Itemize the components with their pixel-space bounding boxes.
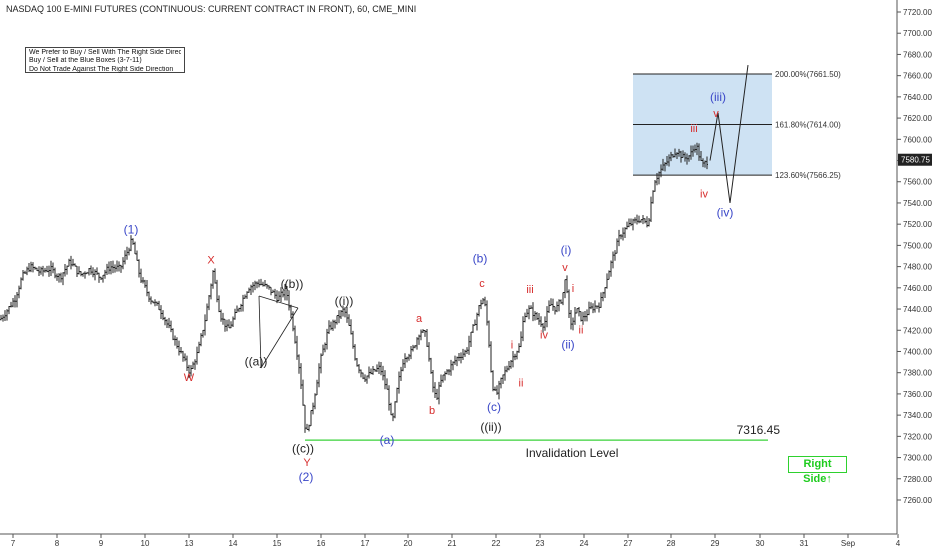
wave-label: ((a)) [245, 354, 268, 368]
last-price-tag [898, 153, 932, 166]
blue-box-zone: 200.00%(7661.50) 161.80%(7614.00) 123.60%(… [633, 70, 841, 180]
candles [0, 142, 708, 433]
x-tick-label: 22 [492, 539, 501, 548]
wave-label: ((ii)) [480, 420, 501, 434]
wave-label: W [184, 372, 195, 384]
right-side-badge: Right Side↑ [788, 456, 847, 485]
wave-label: ii [519, 377, 524, 389]
y-tick-label: 7720.00 [903, 8, 932, 17]
y-tick-label: 7660.00 [903, 72, 932, 81]
y-tick-label: 7260.00 [903, 496, 932, 505]
wave-label: iii [690, 123, 697, 135]
y-tick-label: 7620.00 [903, 114, 932, 123]
y-tick-label: 7500.00 [903, 241, 932, 250]
y-tick-label: 7700.00 [903, 29, 932, 38]
wave-label: i [511, 339, 513, 351]
x-tick-label: 21 [448, 539, 457, 548]
x-tick-label: 13 [185, 539, 194, 548]
x-tick-label: 17 [361, 539, 370, 548]
triangle-line [258, 295, 299, 309]
right-side-label: Right Side [803, 458, 832, 485]
x-tick-label: 15 [273, 539, 282, 548]
chart-title: NASDAQ 100 E-MINI FUTURES (CONTINUOUS: C… [6, 4, 416, 14]
y-tick-label: 7400.00 [903, 347, 932, 356]
legend-note-line: We Prefer to Buy / Sell With The Right S… [29, 49, 181, 56]
y-tick-label: 7360.00 [903, 390, 932, 399]
y-tick-label: 7380.00 [903, 369, 932, 378]
wave-label: v [562, 262, 568, 274]
x-tick-label: Sep [841, 539, 856, 548]
x-tick-label: 14 [229, 539, 238, 548]
wave-label: i [572, 283, 574, 295]
x-tick-label: 10 [141, 539, 150, 548]
overlays: 7316.45 Invalidation Level [258, 64, 781, 460]
wave-label: ((c)) [292, 441, 314, 455]
y-tick-label: 7300.00 [903, 454, 932, 463]
y-tick-label: 7460.00 [903, 284, 932, 293]
fib-label: 123.60%(7566.25) [775, 171, 841, 180]
x-tick-label: 30 [756, 539, 765, 548]
wave-label: iv [700, 189, 708, 201]
wave-labels: (1) X W ((a)) ((b)) ((i)) ((c)) Y(2) (a) a b (b) c (c… [124, 90, 734, 484]
wave-label: (1) [124, 223, 139, 237]
wave-label: (iii) [710, 90, 726, 104]
wave-label: ((i)) [335, 294, 354, 308]
wave-label: ii [579, 324, 584, 336]
y-tick-label: 7320.00 [903, 432, 932, 441]
wave-label: b [429, 405, 435, 417]
y-tick-label: 7340.00 [903, 411, 932, 420]
x-tick-label: 24 [580, 539, 589, 548]
wave-label: (b) [473, 251, 488, 265]
invalidation-label: Invalidation Level [526, 446, 619, 460]
x-tick-label: 23 [536, 539, 545, 548]
x-tick-label: 28 [667, 539, 676, 548]
wave-label: (2) [299, 470, 314, 484]
fib-label: 200.00%(7661.50) [775, 70, 841, 79]
x-tick-label: 9 [99, 539, 104, 548]
legend-note-line: Do Not Trade Against The Right Side Dire… [29, 65, 174, 73]
x-tick-label: 7 [11, 539, 16, 548]
y-tick-label: 7480.00 [903, 263, 932, 272]
wave-label: (a) [380, 433, 395, 447]
legend-note-line: Buy / Sell at the Blue Boxes (3-7-11) [29, 57, 142, 65]
wave-label: iv [540, 330, 548, 342]
y-tick-label: 7440.00 [903, 305, 932, 314]
y-tick-label: 7680.00 [903, 50, 932, 59]
y-tick-label: 7600.00 [903, 135, 932, 144]
triangle-line [260, 307, 299, 369]
wave-label: ((b)) [281, 277, 304, 291]
wave-label: (iv) [717, 206, 734, 220]
x-tick-label: 16 [317, 539, 326, 548]
y-tick-label: 7520.00 [903, 220, 932, 229]
wave-label: a [416, 313, 423, 325]
y-tick-label: 7420.00 [903, 326, 932, 335]
wave-label: c [479, 278, 485, 290]
wave-label: (ii) [561, 337, 574, 351]
y-tick-label: 7640.00 [903, 93, 932, 102]
y-tick-label: 7280.00 [903, 475, 932, 484]
x-tick-label: 27 [624, 539, 633, 548]
legend-note: We Prefer to Buy / Sell With The Right S… [25, 47, 185, 73]
x-tick-label: 20 [404, 539, 413, 548]
projection-path [709, 64, 749, 204]
fib-label: 161.80%(7614.00) [775, 120, 841, 129]
wave-label: (c) [487, 400, 501, 414]
y-tick-label: 7540.00 [903, 199, 932, 208]
invalidation-value: 7316.45 [737, 423, 781, 437]
wave-label: iii [526, 284, 533, 296]
wave-label: X [207, 254, 215, 266]
x-tick-label: 4 [896, 539, 901, 548]
y-tick-label: 7560.00 [903, 178, 932, 187]
y-axis: 7260.00 7280.00 7300.00 7320.00 7340.00 7360.… [896, 0, 932, 534]
x-tick-label: 29 [711, 539, 720, 548]
wave-label: (i) [561, 243, 572, 257]
x-axis: 7 8 9 10 13 14 15 16 17 20 21 22 23 24 27 28 29 30 31 Sep 4 [0, 533, 901, 548]
x-tick-label: 31 [800, 539, 809, 548]
triangle-line [258, 295, 262, 369]
x-tick-label: 8 [55, 539, 60, 548]
last-price-label: 7580.75 [901, 156, 930, 165]
wave-label: Y [303, 457, 311, 469]
wave-label: v [713, 108, 719, 120]
